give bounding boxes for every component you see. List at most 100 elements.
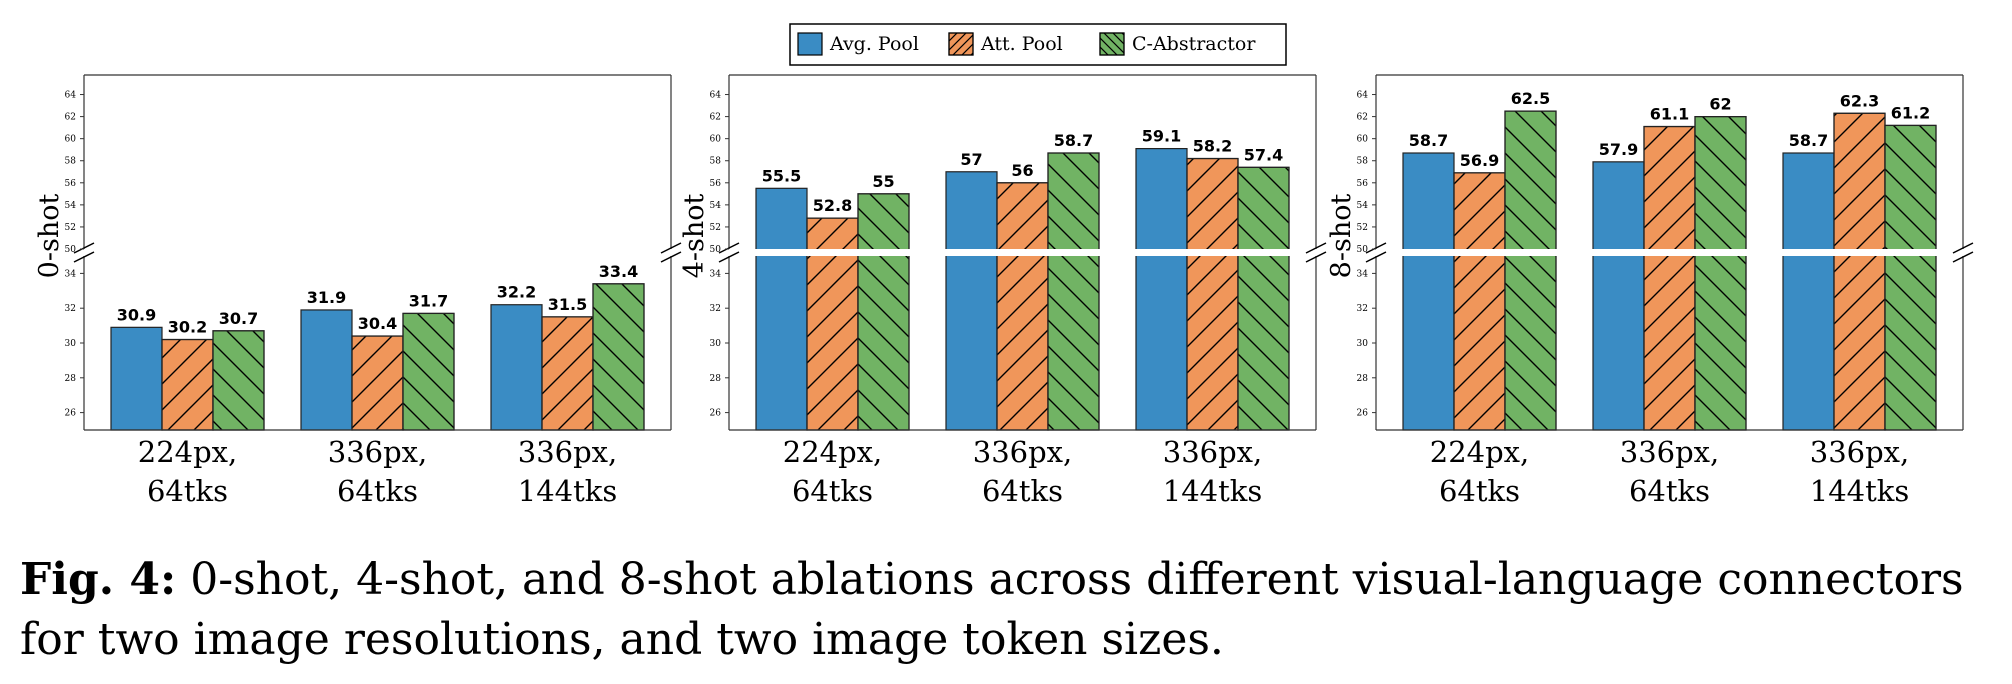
value-label: 59.1: [1142, 127, 1181, 146]
bar-hatch-1-1: [1643, 125, 1696, 431]
bar-hatch-2-2: [1237, 166, 1290, 431]
y-tick-label-lower: 34: [1357, 269, 1369, 279]
value-label: 56: [1011, 161, 1033, 180]
bar-hatch-2-0: [1504, 110, 1557, 431]
value-label: 30.2: [168, 318, 207, 337]
y-axis-label: 4-shot: [679, 194, 710, 279]
value-label: 58.2: [1193, 137, 1232, 156]
y-tick-label-lower: 28: [65, 374, 77, 384]
x-tick-label-line: 64tks: [337, 474, 418, 508]
y-tick-label-upper: 64: [65, 91, 77, 101]
value-label: 56.9: [1460, 151, 1499, 170]
value-label: 57: [960, 150, 982, 169]
chart-panels: 30.9 31.9 32.2 30.2 30.4 31.5 30.7 31.7 33.4 50 52…: [34, 74, 1974, 508]
x-tick-label-line: 336px,: [328, 435, 428, 469]
value-label: 30.7: [219, 309, 258, 328]
bar-avg-pool-0: [755, 187, 808, 431]
x-tick-label-line: 64tks: [147, 474, 228, 508]
figure-caption: Fig. 4: 0-shot, 4-shot, and 8-shot ablat…: [20, 550, 2005, 670]
value-label: 33.4: [599, 262, 638, 281]
bar-avg-pool-1: [300, 309, 353, 431]
y-tick-label-upper: 56: [710, 179, 722, 189]
y-tick-label-lower: 26: [65, 409, 77, 419]
axis-break-mark: [1365, 251, 1387, 263]
y-tick-label-upper: 50: [65, 245, 77, 255]
y-tick-label-upper: 62: [710, 113, 721, 123]
y-tick-label-lower: 30: [710, 339, 722, 349]
x-tick-label: 336px, 64tks: [973, 435, 1073, 508]
y-tick-label-upper: 54: [1357, 201, 1369, 211]
x-tick-label-line: 336px,: [1810, 435, 1910, 469]
y-tick-label-lower: 32: [710, 304, 721, 314]
value-label: 62.3: [1840, 91, 1879, 110]
bar-avg-pool-0: [1402, 152, 1455, 431]
axis-break-mark: [660, 251, 682, 263]
bar-avg-pool-2: [1782, 152, 1835, 431]
value-label: 55.5: [762, 166, 801, 185]
x-tick-label-line: 64tks: [982, 474, 1063, 508]
legend-label-0: Avg. Pool: [829, 33, 919, 55]
value-label: 32.2: [497, 283, 536, 302]
value-label: 58.7: [1054, 131, 1093, 150]
y-tick-label-upper: 50: [1357, 245, 1369, 255]
value-label: 57.4: [1244, 145, 1283, 164]
x-tick-label-line: 144tks: [1810, 474, 1909, 508]
legend-swatch-0: [797, 32, 823, 56]
y-tick-label-lower: 34: [65, 269, 77, 279]
panel-1: 55.5 57 59.1 52.8 56 58.2 55 58.7 57.4 50 52 54 56 58…: [679, 74, 1327, 508]
x-tick-label: 336px, 144tks: [1163, 435, 1263, 508]
bar-hatch-1-1: [351, 335, 404, 431]
bar-avg-pool-2: [490, 304, 543, 431]
legend-label-2: C-Abstractor: [1132, 33, 1256, 55]
bar-hatch-1-2: [1186, 157, 1239, 431]
panel-0: 30.9 31.9 32.2 30.2 30.4 31.5 30.7 31.7 33.4 50 52…: [34, 74, 682, 508]
value-label: 58.7: [1789, 131, 1828, 150]
x-tick-label: 336px, 64tks: [1620, 435, 1720, 508]
legend-swatch-hatch-2: [1099, 32, 1125, 56]
value-label: 31.5: [548, 295, 587, 314]
x-tick-label: 336px, 144tks: [518, 435, 618, 508]
bar-hatch-2-1: [1694, 115, 1747, 431]
y-tick-label-lower: 26: [1357, 409, 1369, 419]
axis-break-mark: [1305, 251, 1327, 263]
y-tick-label-upper: 52: [710, 223, 721, 233]
y-tick-label-upper: 60: [1357, 135, 1369, 145]
y-tick-label-lower: 26: [710, 409, 722, 419]
bar-hatch-2-1: [402, 312, 455, 431]
bar-hatch-1-2: [1833, 112, 1886, 431]
y-axis-label: 0-shot: [34, 194, 65, 279]
bar-hatch-2-2: [592, 283, 645, 431]
y-tick-label-upper: 60: [710, 135, 722, 145]
y-tick-label-upper: 60: [65, 135, 77, 145]
bar-hatch-1-2: [541, 316, 594, 431]
caption-label: Fig. 4:: [20, 554, 177, 605]
y-tick-label-upper: 54: [65, 201, 77, 211]
value-label: 30.9: [117, 305, 156, 324]
x-tick-label-line: 224px,: [783, 435, 883, 469]
bar-hatch-2-2: [1884, 124, 1937, 431]
y-tick-label-upper: 62: [1357, 113, 1368, 123]
legend-label-1: Att. Pool: [980, 33, 1063, 55]
value-label: 58.7: [1409, 131, 1448, 150]
y-tick-label-upper: 56: [65, 179, 77, 189]
bar-hatch-2-0: [857, 193, 910, 431]
x-tick-label: 336px, 64tks: [328, 435, 428, 508]
y-tick-label-lower: 28: [1357, 374, 1369, 384]
y-tick-label-upper: 54: [710, 201, 722, 211]
x-tick-label: 336px, 144tks: [1810, 435, 1910, 508]
x-tick-label-line: 336px,: [518, 435, 618, 469]
x-tick-label: 224px, 64tks: [1430, 435, 1530, 508]
y-tick-label-upper: 58: [1357, 157, 1369, 167]
y-axis-label: 8-shot: [1326, 194, 1357, 279]
x-tick-label-line: 336px,: [973, 435, 1073, 469]
axis-break-band: [725, 249, 1320, 256]
x-tick-label-line: 224px,: [1430, 435, 1530, 469]
bar-avg-pool-0: [110, 326, 163, 431]
legend-swatch-hatch-1: [948, 32, 974, 56]
x-tick-label-line: 224px,: [138, 435, 238, 469]
x-tick-label-line: 144tks: [518, 474, 617, 508]
y-tick-label-lower: 32: [1357, 304, 1368, 314]
axis-break-mark: [718, 251, 740, 263]
axis-break-mark: [718, 242, 740, 254]
